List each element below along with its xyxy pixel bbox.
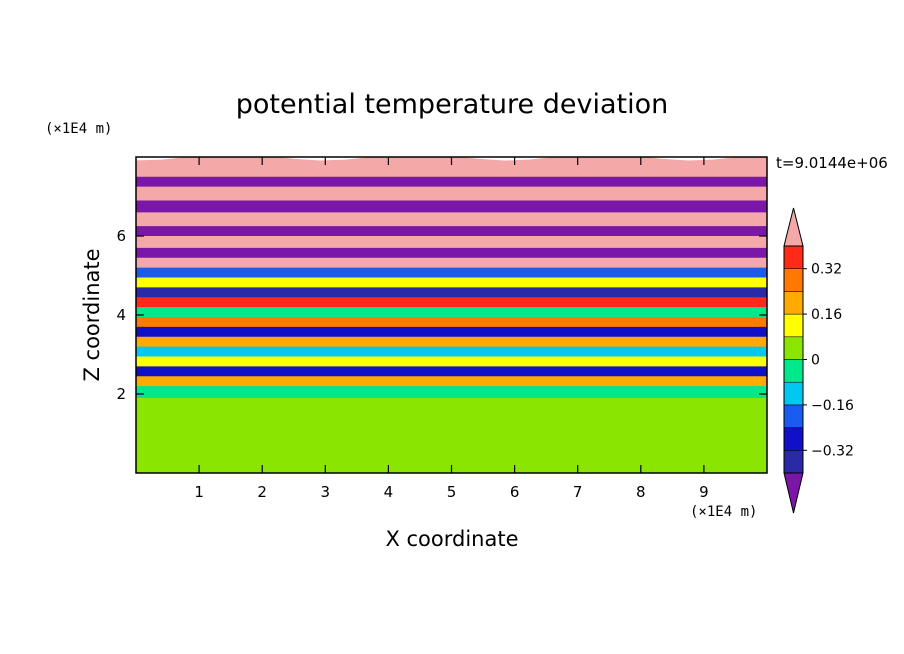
colorbar-segment	[783, 404, 804, 428]
colorbar-segment	[783, 359, 804, 383]
colorbar-bottom-triangle	[783, 472, 804, 514]
colorbar-segment	[783, 336, 804, 360]
colorbar-label: 0	[811, 353, 820, 369]
x-tick-label: 8	[636, 483, 646, 501]
field-layer	[136, 378, 767, 398]
x-tick-label: 7	[573, 483, 583, 501]
x-axis-label: X coordinate	[385, 527, 518, 551]
field-layer	[136, 270, 767, 288]
colorbar-segment	[783, 450, 804, 474]
x-tick-label: 6	[510, 483, 520, 501]
y-tick-label: 4	[116, 306, 126, 324]
plot-area	[135, 156, 768, 474]
x-tick-label: 1	[194, 483, 204, 501]
colorbar: 0.32 0.16 0 −0.16 −0.32	[783, 207, 854, 514]
colorbar-segment	[783, 427, 804, 451]
y-unit-label: (×1E4 m)	[45, 121, 112, 137]
field-layers	[136, 157, 767, 473]
colorbar-segment	[783, 291, 804, 315]
chart-title: potential temperature deviation	[236, 89, 668, 120]
field-layer	[136, 157, 767, 177]
y-axis-label: Z coordinate	[80, 248, 104, 381]
colorbar-label: −0.16	[811, 398, 854, 414]
colorbar-label: 0.16	[811, 307, 842, 323]
y-axis: 2 4 6	[116, 227, 767, 403]
x-tick-label: 3	[321, 483, 331, 501]
x-tick-label: 4	[384, 483, 394, 501]
x-unit-label: (×1E4 m)	[690, 504, 757, 520]
y-tick-label: 6	[116, 227, 126, 245]
x-axis: 1 2 3 4 5 6 7 8 9	[194, 157, 709, 501]
colorbar-top-triangle	[783, 207, 804, 247]
x-tick-label: 9	[699, 483, 709, 501]
x-tick-label: 5	[447, 483, 457, 501]
colorbar-segment	[783, 313, 804, 338]
colorbar-label: 0.32	[811, 262, 842, 278]
colorbar-label: −0.32	[811, 443, 854, 459]
y-tick-label: 2	[116, 385, 126, 403]
field-layer	[136, 411, 767, 473]
colorbar-segment	[783, 268, 804, 292]
colorbar-segment	[783, 381, 804, 406]
x-tick-label: 2	[257, 483, 267, 501]
colorbar-segment	[783, 245, 804, 269]
time-label: t=9.0144e+06	[776, 154, 888, 172]
